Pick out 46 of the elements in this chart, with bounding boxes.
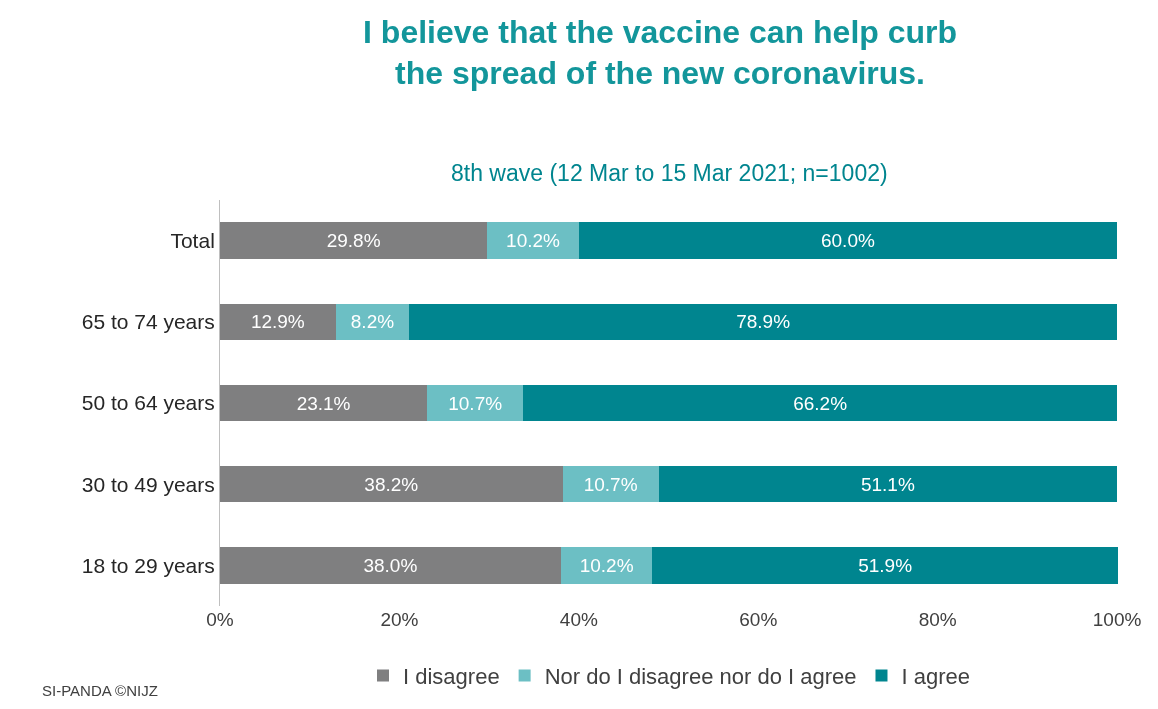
data-label: 10.7%	[448, 392, 503, 414]
text: SI-PANDA ©NIJZ	[42, 682, 158, 699]
data-label: 23.1%	[296, 392, 351, 414]
data-label: 51.9%	[858, 554, 913, 576]
legend-label: Nor do I disagree nor do I agree	[544, 664, 857, 690]
y-tick-label: 18 to 29 years	[81, 553, 215, 577]
bar	[220, 547, 561, 584]
bar	[220, 303, 336, 341]
chart-subtitle: 8th wave (12 Mar to 15 Mar 2021; n=1002)	[451, 160, 888, 186]
chart-title: I believe that the vaccine can help curb the spread of the new coronavirus.	[363, 13, 958, 92]
data-label: 38.2%	[364, 473, 419, 495]
bar	[427, 384, 524, 422]
y-tick-label: 30 to 49 years	[81, 472, 215, 496]
x-tick-label: 60%	[739, 609, 778, 630]
x-tick-label: 100%	[1092, 609, 1142, 630]
bar	[658, 465, 1118, 503]
data-label: 8.2%	[350, 311, 395, 333]
bar	[487, 222, 579, 259]
bar	[523, 384, 1118, 422]
bar	[220, 465, 563, 503]
y-tick-label: 65 to 74 years	[81, 310, 215, 334]
data-label: 38.0%	[363, 554, 418, 576]
legend-label: I agree	[901, 664, 970, 690]
bar	[562, 465, 659, 503]
y-tick-label: 50 to 64 years	[81, 391, 215, 415]
data-label: 12.9%	[250, 311, 305, 333]
bar	[220, 222, 488, 259]
data-label: 10.2%	[579, 554, 634, 576]
bar	[220, 384, 428, 422]
bar	[409, 303, 1118, 341]
x-tick-label: 0%	[206, 609, 234, 630]
data-label: 66.2%	[793, 392, 848, 414]
data-label: 10.2%	[506, 230, 561, 252]
x-tick-label: 20%	[380, 609, 419, 630]
x-tick-label: 40%	[559, 609, 598, 630]
data-label: 60.0%	[820, 230, 875, 252]
bar	[578, 222, 1118, 259]
data-label: 29.8%	[326, 230, 381, 252]
data-label: 78.9%	[736, 311, 791, 333]
bar	[652, 547, 1118, 584]
data-label: 10.7%	[583, 473, 638, 495]
data-label: 51.1%	[860, 473, 915, 495]
y-tick-label: Total	[170, 228, 215, 252]
legend-label: I disagree	[403, 664, 500, 690]
bar	[560, 547, 653, 584]
x-tick-label: 80%	[918, 609, 957, 630]
